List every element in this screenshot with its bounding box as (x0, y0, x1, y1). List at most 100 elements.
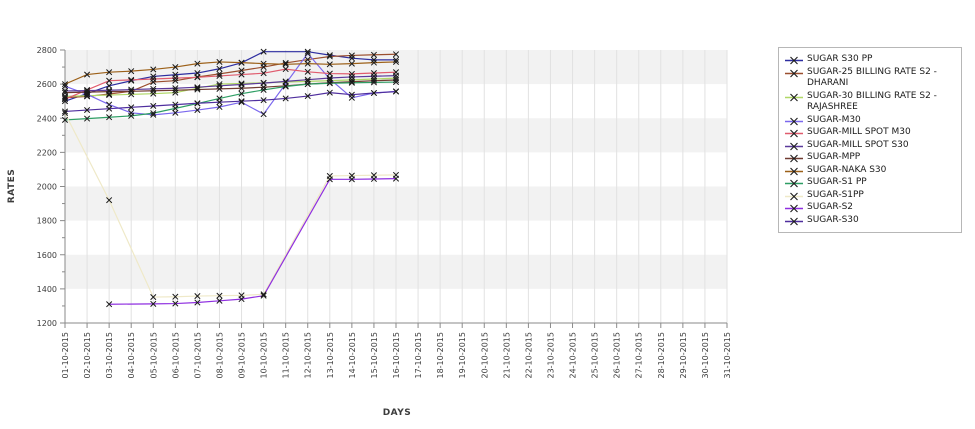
legend-item-SUGAR-S2: SUGAR-S2 (785, 202, 955, 214)
x-tick-label: 06-10-2015 (171, 332, 180, 379)
legend-line-marker-icon (785, 217, 803, 225)
x-tick-label: 02-10-2015 (83, 332, 92, 379)
y-tick-label: 1800 (37, 217, 57, 226)
x-axis-title: DAYS (383, 408, 412, 418)
x-tick-label: 16-10-2015 (392, 332, 401, 379)
x-tick-label: 10-10-2015 (260, 332, 269, 379)
y-tick-label: 2000 (37, 183, 57, 192)
x-tick-label: 28-10-2015 (657, 332, 666, 379)
legend-line-marker-icon (785, 117, 803, 125)
legend-item-SUGAR-25 BILLING RATE S2 -DHARANI: SUGAR-25 BILLING RATE S2 -DHARANI (785, 67, 955, 90)
series-line-SUGAR-NAKA S30 (64, 61, 397, 85)
x-tick-label: 08-10-2015 (215, 332, 224, 379)
x-tick-label: 31-10-2015 (723, 332, 732, 379)
legend-item-SUGAR-S1 PP: SUGAR-S1 PP (785, 177, 955, 189)
series-markers-SUGAR-MILL SPOT S30 (61, 72, 400, 95)
series-markers-SUGAR-S2 (106, 175, 400, 308)
legend-label: SUGAR-S1 PP (807, 177, 867, 187)
legend-label: SUGAR-MILL SPOT S30 (807, 139, 909, 150)
legend-line-marker-icon (785, 129, 803, 138)
x-tick-label: 17-10-2015 (414, 332, 423, 379)
legend-item-SUGAR-30 BILLING RATE S2 -RAJASHREE: SUGAR-30 BILLING RATE S2 -RAJASHREE (785, 91, 955, 114)
y-tick-label: 2600 (37, 80, 57, 89)
legend-item-SUGAR-S1PP: SUGAR-S1PP (785, 190, 955, 202)
x-tick-label: 24-10-2015 (569, 332, 578, 379)
y-tick-label: 2200 (37, 148, 57, 157)
y-tick-label: 2400 (37, 114, 57, 123)
series-line-SUGAR-MILL SPOT M30 (64, 68, 397, 100)
series-markers-SUGAR-S30 (61, 88, 400, 115)
x-tick-label: 11-10-2015 (282, 332, 291, 379)
legend-label: SUGAR S30 PP (807, 54, 873, 64)
legend-line-marker-icon (785, 167, 803, 175)
x-tick-label: 23-10-2015 (546, 332, 555, 379)
x-tick-label: 26-10-2015 (613, 332, 622, 379)
legend-item-SUGAR-MPP: SUGAR-MPP (785, 152, 955, 164)
x-tick-label: 29-10-2015 (679, 332, 688, 379)
y-tick-label: 2800 (37, 46, 57, 55)
x-tick-label: 05-10-2015 (149, 332, 158, 379)
legend-line-marker-icon (785, 179, 803, 188)
y-tick-label: 1600 (37, 251, 57, 260)
legend-item-SUGAR-NAKA S30: SUGAR-NAKA S30 (785, 165, 955, 177)
x-tick-label: 25-10-2015 (591, 332, 600, 379)
x-tick-label: 27-10-2015 (635, 332, 644, 379)
legend-line-marker-icon (785, 142, 803, 150)
legend-label: SUGAR-S1PP (807, 189, 864, 200)
chart-legend: SUGAR S30 PP SUGAR-25 BILLING RATE S2 -DH… (778, 47, 962, 233)
series-line-SUGAR-25 BILLING RATE S2 -DHARANI (64, 53, 397, 99)
legend-item-SUGAR S30 PP: SUGAR S30 PP (785, 54, 955, 66)
series-line-SUGAR-MILL SPOT S30 (64, 74, 397, 92)
x-tick-label: 22-10-2015 (524, 332, 533, 379)
y-axis-title: RATES (7, 169, 17, 203)
legend-label: SUGAR-MPP (807, 152, 861, 162)
x-tick-label: 07-10-2015 (193, 332, 202, 379)
x-tick-label: 03-10-2015 (105, 332, 114, 379)
legend-line-marker-icon (785, 154, 803, 163)
legend-label: SUGAR-30 BILLING RATE S2 -RAJASHREE (807, 90, 937, 113)
axes (60, 49, 728, 328)
series-markers (61, 48, 400, 308)
tick-labels: 1200 1400 1600 1800 2000 2200 2400 2600 2800 01-1… (37, 46, 732, 379)
x-tick-label: 12-10-2015 (304, 332, 313, 379)
legend-label: SUGAR-S30 (807, 214, 859, 225)
legend-label: SUGAR-NAKA S30 (807, 164, 887, 175)
x-tick-label: 18-10-2015 (436, 332, 445, 379)
legend-line-marker-icon (785, 204, 803, 213)
x-tick-label: 21-10-2015 (502, 332, 511, 379)
vertical-gridlines (86, 50, 728, 323)
series-markers-SUGAR S30 PP (61, 48, 400, 105)
legend-item-SUGAR-MILL SPOT M30: SUGAR-MILL SPOT M30 (785, 127, 955, 139)
legend-line-marker-icon (785, 93, 803, 101)
x-tick-label: 13-10-2015 (326, 332, 335, 379)
series-line-SUGAR-S1 PP (64, 81, 397, 121)
x-tick-label: 15-10-2015 (370, 332, 379, 379)
legend-label: SUGAR-S2 (807, 202, 854, 212)
legend-item-SUGAR-M30: SUGAR-M30 (785, 115, 955, 127)
legend-item-SUGAR-MILL SPOT S30: SUGAR-MILL SPOT S30 (785, 140, 955, 152)
series-markers-SUGAR-S1 PP (61, 79, 400, 124)
series-line-SUGAR-MPP (64, 79, 397, 94)
legend-line-marker-icon (785, 69, 803, 77)
y-tick-label: 1400 (37, 285, 57, 294)
x-tick-label: 04-10-2015 (127, 332, 136, 379)
legend-label: SUGAR-MILL SPOT M30 (807, 127, 911, 137)
x-tick-label: 20-10-2015 (480, 332, 489, 379)
series-line-SUGAR-30 BILLING RATE S2 -RAJASHREE (64, 77, 397, 98)
x-tick-label: 01-10-2015 (61, 332, 70, 379)
legend-label: SUGAR-M30 (807, 114, 861, 125)
series-markers-SUGAR-MILL SPOT M30 (61, 66, 400, 103)
legend-line-marker-icon (785, 56, 803, 65)
x-tick-label: 30-10-2015 (701, 332, 710, 379)
legend-item-SUGAR-S30: SUGAR-S30 (785, 215, 955, 227)
series-markers-SUGAR-NAKA S30 (61, 58, 400, 88)
legend-line-marker-icon (785, 192, 803, 200)
series-line-SUGAR-S1PP (64, 112, 397, 298)
y-tick-label: 1200 (37, 319, 57, 328)
legend-label: SUGAR-25 BILLING RATE S2 -DHARANI (807, 66, 937, 89)
series-line-SUGAR-S30 (64, 91, 397, 113)
x-tick-label: 19-10-2015 (458, 332, 467, 379)
x-tick-label: 14-10-2015 (348, 332, 357, 379)
